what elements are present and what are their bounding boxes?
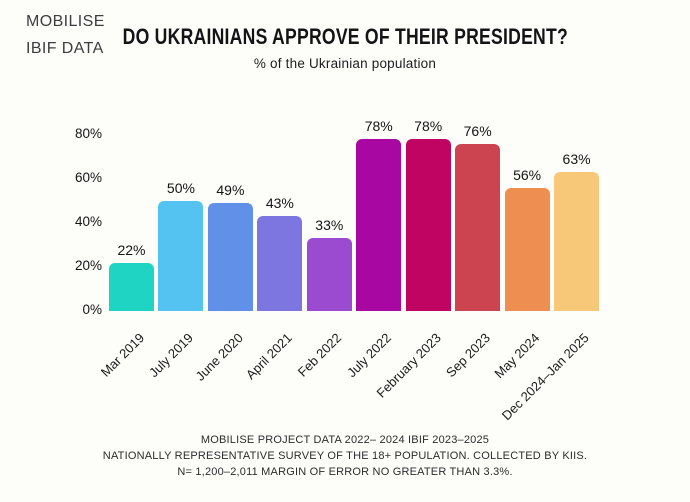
bar-june-2020 (207, 203, 253, 311)
footer-notes: MOBILISE PROJECT DATA 2022– 2024 IBIF 20… (0, 432, 690, 480)
bar-mar-2019 (109, 262, 154, 311)
brand-line-1: MOBILISE (26, 13, 105, 30)
bar-april-2021 (257, 216, 303, 311)
chart-title: DO UKRAINIANS APPROVE OF THEIR PRESIDENT… (122, 24, 568, 49)
y-axis-tick-0pct: 0% (82, 302, 102, 317)
x-axis-label: May 2024 (491, 330, 543, 382)
bar-dec-2024-jan-2025 (554, 172, 600, 311)
x-axis-label: Mar 2019 (97, 330, 147, 380)
bar-sep-2023 (455, 143, 501, 311)
brand-line-2: IBIF DATA (26, 40, 104, 57)
bar-value-label: 56% (513, 166, 542, 183)
bar-value-label: 78% (364, 118, 393, 135)
x-axis-label: Dec 2024–Jan 2025 (498, 330, 592, 424)
bar-feb-2022 (306, 238, 352, 311)
y-axis-tick-60pct: 60% (74, 170, 102, 185)
bar-value-label: 49% (216, 182, 245, 199)
bar-february-2023 (405, 139, 451, 311)
bar-may-2024 (504, 187, 550, 311)
bar-value-label: 76% (463, 122, 492, 139)
bar-value-label: 50% (166, 180, 195, 196)
x-axis-label: April 2021 (243, 330, 296, 383)
footer-line-2: NATIONALLY REPRESENTATIVE SURVEY OF THE … (102, 450, 588, 462)
x-axis-label: July 2022 (344, 330, 395, 381)
bar-value-label: 78% (414, 118, 443, 135)
footer-line-3: N= 1,200–2,011 MARGIN OF ERROR NO GREATE… (177, 466, 513, 478)
chart-subtitle: % of the Ukrainian population (253, 56, 437, 71)
bar-value-label: 43% (265, 195, 294, 212)
x-axis-label: July 2019 (146, 330, 197, 381)
footer-line-1: MOBILISE PROJECT DATA 2022– 2024 IBIF 20… (200, 434, 490, 446)
bar-july-2022 (356, 139, 402, 311)
bar-value-label: 63% (562, 151, 591, 168)
x-axis-label: Sep 2023 (442, 330, 493, 381)
bar-july-2019 (158, 201, 204, 311)
y-axis-tick-20pct: 20% (74, 258, 102, 273)
y-axis-tick-80pct: 80% (74, 126, 102, 141)
x-axis-label: June 2020 (192, 330, 246, 384)
x-axis-label: Feb 2022 (295, 330, 345, 380)
chart-header: DO UKRAINIANS APPROVE OF THEIR PRESIDENT… (0, 24, 690, 71)
y-axis-tick-40pct: 40% (74, 214, 102, 229)
brand-logo: MOBILISE IBIF DATA (26, 8, 105, 62)
bar-value-label: 22% (117, 241, 146, 258)
bar-value-label: 33% (315, 217, 344, 234)
